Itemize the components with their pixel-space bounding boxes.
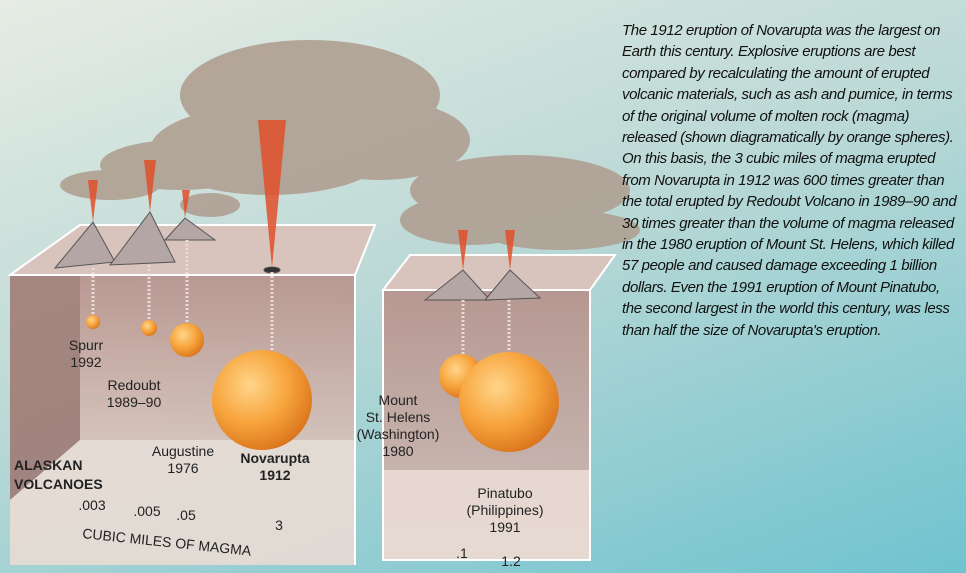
volcano-year: 1980 — [382, 443, 413, 459]
volcano-name: Redoubt — [108, 377, 161, 393]
volcano-name: (Washington) — [357, 426, 440, 442]
volcano-year: 1992 — [70, 354, 101, 370]
volume-label: .1 — [456, 545, 468, 561]
volcano-name: Spurr — [69, 337, 104, 353]
volcano-name: Novarupta — [240, 450, 309, 466]
volcano-name: Augustine — [152, 443, 214, 459]
volcano-name: (Philippines) — [466, 502, 543, 518]
volcano-year: 1912 — [259, 467, 290, 483]
volcano-year: 1991 — [489, 519, 520, 535]
volume-label: .003 — [78, 497, 105, 513]
volcano-year: 1976 — [167, 460, 198, 476]
volume-label: .005 — [133, 503, 160, 519]
volcano-name: Mount — [379, 392, 418, 408]
volcano-name: St. Helens — [366, 409, 431, 425]
volcano-year: 1989–90 — [107, 394, 162, 410]
volume-label: 1.2 — [501, 553, 521, 569]
description: The 1912 eruption of Novarupta was the l… — [622, 20, 960, 341]
volume-label: 3 — [275, 517, 283, 533]
volcano-name: Pinatubo — [477, 485, 532, 501]
volume-label: .05 — [176, 507, 196, 523]
page: Spurr1992 .003 Redoubt1989–90 .005 Augustine… — [0, 0, 966, 573]
